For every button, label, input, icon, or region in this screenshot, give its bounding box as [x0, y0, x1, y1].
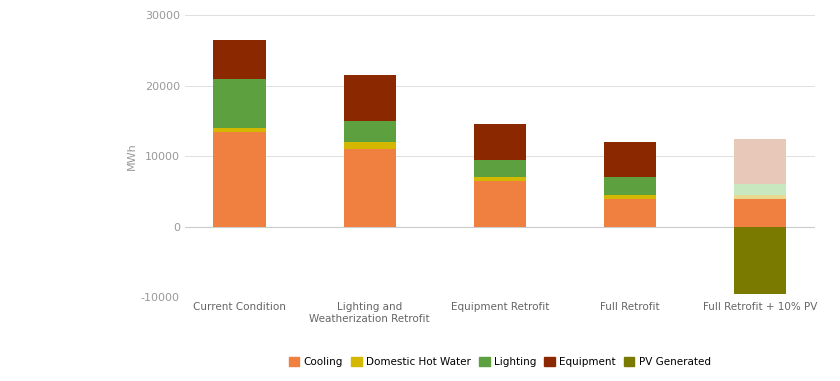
Bar: [474, 178, 526, 181]
Bar: [604, 142, 656, 178]
Legend: Cooling, Domestic Hot Water, Lighting, Equipment, PV Generated: Cooling, Domestic Hot Water, Lighting, E…: [285, 353, 715, 371]
Bar: [734, 227, 786, 294]
Bar: [604, 199, 656, 227]
Bar: [213, 128, 265, 131]
Bar: [213, 40, 265, 79]
Bar: [474, 181, 526, 227]
Bar: [474, 125, 526, 160]
Bar: [344, 149, 396, 227]
Bar: [734, 184, 786, 195]
Bar: [344, 142, 396, 149]
Bar: [604, 195, 656, 199]
Bar: [213, 78, 265, 128]
Bar: [474, 160, 526, 178]
Bar: [344, 121, 396, 142]
Bar: [734, 199, 786, 227]
Bar: [734, 195, 786, 199]
Bar: [213, 131, 265, 227]
Y-axis label: MWh: MWh: [127, 142, 137, 170]
Bar: [344, 75, 396, 121]
Bar: [734, 139, 786, 184]
Bar: [604, 177, 656, 195]
